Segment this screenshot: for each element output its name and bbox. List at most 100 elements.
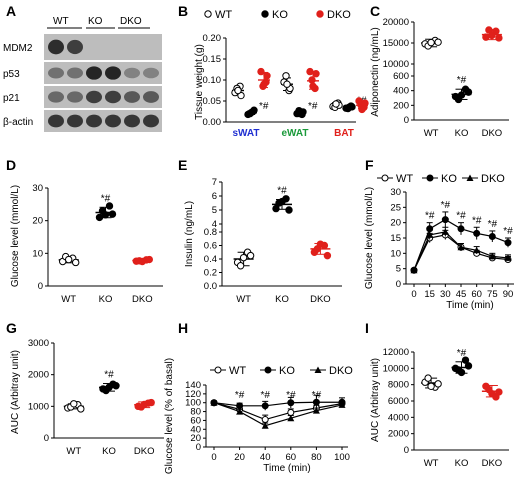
panel-E-ytick-label: 4 bbox=[212, 219, 217, 230]
data-point bbox=[72, 258, 80, 267]
data-point bbox=[441, 228, 449, 235]
significance-label: *# bbox=[277, 186, 287, 197]
data-point bbox=[424, 374, 432, 382]
legend-marker bbox=[214, 366, 222, 374]
data-point bbox=[260, 80, 268, 88]
blot-band bbox=[143, 91, 159, 103]
data-point bbox=[234, 86, 242, 95]
blot-band bbox=[105, 114, 121, 128]
significance-label: *# bbox=[425, 211, 435, 222]
panel-H-ytick-label: 140 bbox=[185, 380, 201, 391]
y-axis-label: Tissue weight (g) bbox=[194, 44, 205, 120]
data-point bbox=[261, 422, 269, 429]
data-point bbox=[495, 388, 503, 396]
xtick-label: 0 bbox=[411, 289, 416, 300]
data-point bbox=[488, 232, 496, 240]
panel-C-ytick-label: 20000 bbox=[383, 17, 409, 28]
significance-label: *# bbox=[488, 219, 498, 230]
data-point bbox=[316, 240, 325, 248]
data-point bbox=[427, 38, 435, 47]
data-point bbox=[434, 380, 442, 388]
panel-E-ytick-label: 0.2 bbox=[204, 268, 217, 279]
x-category-label: KO bbox=[455, 128, 469, 139]
blot-band bbox=[67, 39, 83, 55]
data-point bbox=[210, 399, 218, 406]
panel-D-ytick-label: 20 bbox=[32, 216, 43, 227]
x-category-label: DKO bbox=[482, 128, 503, 139]
panel-B-ytick-label: 0.20 bbox=[203, 33, 222, 44]
panel-letter-A: A bbox=[6, 3, 16, 19]
xtick-label: 60 bbox=[471, 289, 482, 300]
data-point bbox=[488, 31, 496, 40]
data-point bbox=[105, 383, 113, 392]
panel-B-ytick-label: 0.05 bbox=[203, 96, 222, 107]
panel-B-ytick-label: 0.15 bbox=[203, 54, 222, 65]
panel-C-ytick-label: 400 bbox=[393, 86, 409, 97]
panel-F-ytick-label: 15 bbox=[390, 233, 401, 244]
panel-F-ytick-label: 20 bbox=[390, 218, 401, 229]
data-point bbox=[287, 408, 295, 416]
data-point bbox=[296, 109, 304, 118]
data-point bbox=[332, 100, 340, 108]
data-point bbox=[112, 382, 120, 390]
xtick-label: 75 bbox=[487, 289, 498, 300]
blot-group-label: DKO bbox=[120, 16, 142, 27]
data-point bbox=[457, 91, 466, 99]
data-point bbox=[70, 400, 78, 408]
legend-marker bbox=[466, 174, 474, 181]
significance-label: *# bbox=[259, 101, 269, 112]
blot-band bbox=[105, 66, 121, 80]
data-point bbox=[145, 255, 154, 264]
panel-H-ytick-label: 120 bbox=[185, 389, 201, 400]
data-point bbox=[108, 210, 117, 218]
legend-label: WT bbox=[215, 9, 232, 21]
data-point bbox=[410, 266, 418, 274]
panel-G-ytick-label: 3000 bbox=[28, 338, 49, 349]
panel-D-ytick-label: 0 bbox=[38, 281, 43, 292]
blot-band bbox=[124, 91, 140, 103]
xtick-label: 80 bbox=[311, 452, 322, 463]
legend-marker bbox=[314, 366, 322, 373]
panel-letter-F: F bbox=[365, 157, 374, 173]
panel-H-ytick-label: 0 bbox=[196, 442, 201, 453]
panel-D-ytick-label: 10 bbox=[32, 248, 43, 259]
data-point bbox=[464, 362, 473, 370]
data-point bbox=[323, 251, 332, 260]
data-point bbox=[312, 70, 320, 78]
x-category-label: KO bbox=[102, 446, 116, 457]
data-point bbox=[65, 255, 73, 264]
blot-band bbox=[124, 114, 140, 128]
x-category-label: eWAT bbox=[281, 128, 308, 139]
blot-band bbox=[48, 91, 64, 103]
panel-F-ytick-label: 30 bbox=[390, 187, 401, 198]
data-point bbox=[261, 416, 269, 424]
data-point bbox=[140, 400, 148, 409]
legend-marker bbox=[264, 366, 272, 374]
y-axis-label: Glucose level (mmol/L) bbox=[10, 185, 21, 287]
significance-label: *# bbox=[286, 390, 296, 401]
data-point bbox=[504, 239, 512, 247]
blot-band bbox=[143, 114, 159, 128]
data-point bbox=[257, 67, 265, 76]
data-point bbox=[504, 254, 512, 261]
panel-G-ytick-label: 0 bbox=[44, 433, 49, 444]
panel-letter-I: I bbox=[365, 320, 369, 336]
panel-I-ytick-label: 2000 bbox=[388, 429, 409, 440]
panel-H-ytick-label: 20 bbox=[190, 433, 201, 444]
legend-marker bbox=[204, 10, 212, 18]
data-point bbox=[464, 88, 473, 96]
blot-label: β-actin bbox=[3, 117, 33, 128]
panel-I-ytick-label: 6000 bbox=[388, 396, 409, 407]
data-point bbox=[338, 401, 346, 408]
legend-label: WT bbox=[396, 173, 413, 185]
significance-label: *# bbox=[456, 211, 466, 222]
legend-label: DKO bbox=[327, 9, 351, 21]
panel-F-ytick-label: 5 bbox=[396, 264, 401, 275]
panel-E-ytick-label: 0.0 bbox=[204, 281, 217, 292]
significance-label: *# bbox=[472, 215, 482, 226]
blot-band bbox=[48, 67, 64, 79]
panel-letter-H: H bbox=[178, 320, 188, 336]
panel-F-ytick-label: 10 bbox=[390, 248, 401, 259]
x-axis-label: Time (min) bbox=[263, 463, 310, 474]
x-category-label: WT bbox=[424, 128, 439, 139]
